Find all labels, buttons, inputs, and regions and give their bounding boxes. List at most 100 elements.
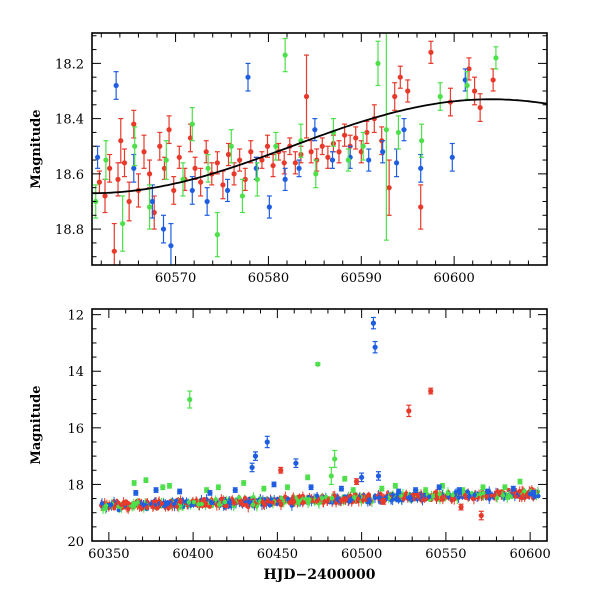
data-point — [242, 176, 248, 182]
x-axis-label: HJD−2400000 — [264, 567, 376, 583]
band-point — [216, 502, 222, 507]
band-point — [355, 496, 361, 501]
data-point — [375, 60, 381, 66]
band-point — [500, 493, 506, 498]
band-point — [430, 494, 436, 499]
data-point — [360, 143, 366, 149]
data-point — [126, 198, 132, 205]
data-point — [336, 149, 342, 155]
band-point — [207, 504, 212, 509]
data-point — [437, 93, 443, 100]
data-point — [131, 121, 137, 127]
data-point — [284, 484, 291, 490]
data-point — [231, 171, 237, 177]
data-point — [271, 481, 277, 488]
band-point — [426, 494, 432, 500]
band-point — [472, 492, 477, 498]
y-tick-label: 18.6 — [55, 168, 84, 183]
x-tick-label: 60570 — [155, 271, 196, 286]
data-point — [328, 473, 334, 479]
data-point — [308, 149, 314, 155]
band-point — [507, 493, 512, 498]
data-point — [115, 176, 121, 182]
data-point — [305, 474, 311, 480]
data-point — [207, 490, 213, 496]
data-point — [96, 179, 103, 185]
data-point — [392, 483, 398, 489]
band-point — [144, 505, 150, 510]
band-point — [372, 495, 378, 501]
band-point — [111, 505, 117, 510]
data-point — [192, 165, 198, 171]
band-point — [203, 501, 209, 506]
band-point — [213, 497, 218, 502]
data-point — [428, 49, 434, 55]
band-point — [445, 491, 451, 496]
band-point — [325, 499, 330, 504]
data-point — [395, 129, 402, 136]
band-point — [513, 494, 518, 499]
data-point — [131, 165, 137, 171]
band-point — [416, 494, 421, 499]
data-point — [332, 456, 338, 462]
data-point — [153, 487, 159, 493]
band-point — [174, 504, 180, 509]
data-point — [252, 453, 259, 459]
band-point — [186, 500, 192, 505]
band-point — [343, 497, 348, 503]
data-point — [214, 232, 220, 238]
y-tick-label: 18 — [67, 478, 84, 493]
band-point — [238, 499, 244, 504]
band-point — [303, 496, 309, 502]
data-point — [121, 160, 128, 166]
data-point — [228, 143, 234, 149]
band-point — [300, 500, 306, 506]
data-point — [418, 165, 424, 171]
data-point — [157, 143, 163, 149]
band-point — [329, 495, 335, 501]
band-point — [333, 500, 339, 505]
data-point — [160, 484, 166, 490]
data-point — [149, 198, 155, 205]
data-point — [477, 104, 483, 111]
band-point — [291, 499, 297, 505]
data-point — [380, 149, 386, 155]
data-point — [225, 151, 232, 158]
data-point — [396, 488, 402, 495]
data-point — [485, 488, 491, 495]
data-point — [214, 160, 220, 166]
x-tick-label: 60600 — [433, 271, 474, 286]
band-point — [178, 499, 183, 505]
band-point — [108, 502, 114, 507]
y-tick-label: 20 — [67, 535, 84, 550]
y-tick-label: 14 — [67, 365, 84, 380]
data-point — [364, 129, 370, 136]
band-point — [338, 498, 344, 503]
band-point — [227, 500, 232, 505]
band-point — [103, 503, 109, 508]
band-point — [247, 499, 252, 505]
data-point — [94, 154, 101, 160]
y-tick-label: 16 — [67, 422, 84, 437]
data-point — [418, 204, 424, 210]
data-point — [392, 93, 398, 100]
band-point — [390, 497, 395, 502]
band-point — [536, 493, 541, 499]
plot-area — [99, 316, 541, 521]
band-point — [462, 493, 468, 498]
data-point — [353, 478, 360, 485]
data-point — [405, 88, 411, 94]
data-point — [338, 486, 345, 492]
band-point — [366, 497, 372, 502]
data-point — [397, 74, 403, 80]
band-point — [297, 494, 302, 499]
plot-area — [92, 33, 547, 265]
band-point — [260, 499, 265, 505]
x-tick-label: 60580 — [248, 271, 289, 286]
data-point — [471, 88, 478, 94]
data-point — [401, 127, 407, 133]
band-point — [399, 493, 404, 498]
x-tick-label: 60600 — [509, 547, 550, 562]
